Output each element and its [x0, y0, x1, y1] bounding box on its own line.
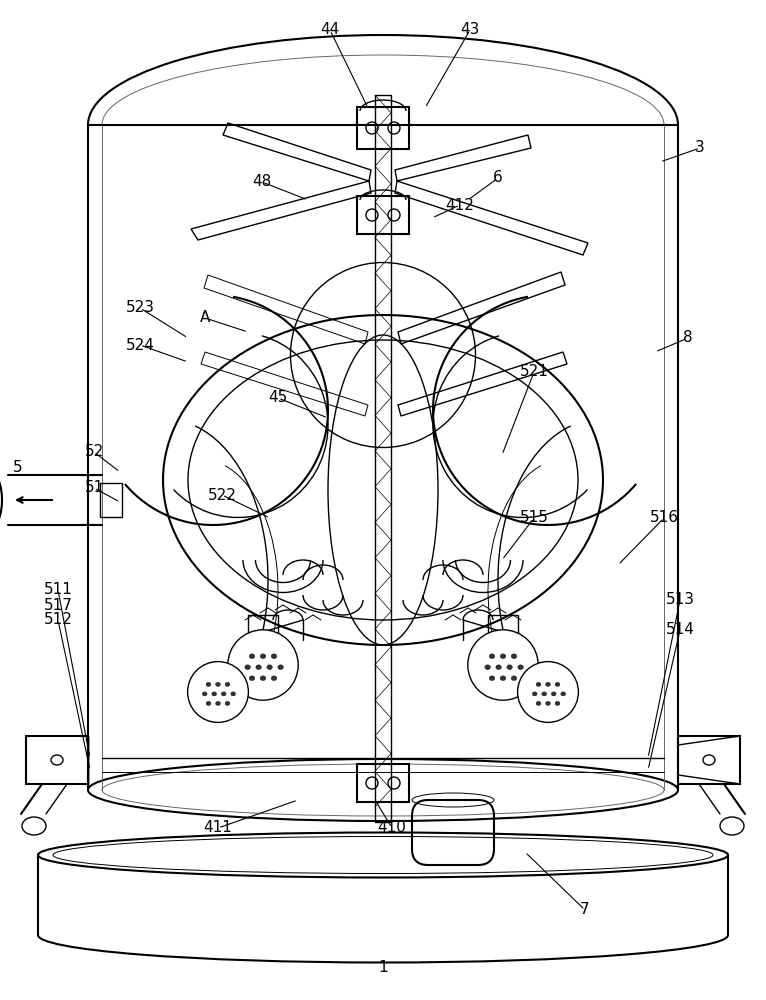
- Text: 523: 523: [126, 300, 155, 316]
- Text: 52: 52: [84, 444, 103, 460]
- Ellipse shape: [532, 692, 537, 696]
- Text: 512: 512: [44, 612, 73, 628]
- Bar: [357, 764, 409, 802]
- Text: 5: 5: [13, 460, 23, 476]
- Text: 7: 7: [580, 902, 590, 918]
- Ellipse shape: [249, 676, 255, 681]
- Ellipse shape: [489, 654, 495, 659]
- Ellipse shape: [496, 665, 502, 670]
- Text: 410: 410: [378, 820, 407, 836]
- Text: 412: 412: [446, 198, 474, 213]
- Ellipse shape: [249, 654, 255, 659]
- Text: 513: 513: [666, 592, 695, 607]
- Ellipse shape: [22, 817, 46, 835]
- Ellipse shape: [518, 665, 523, 670]
- Text: 44: 44: [320, 22, 339, 37]
- Ellipse shape: [278, 665, 283, 670]
- Ellipse shape: [518, 662, 578, 722]
- Text: 45: 45: [268, 390, 287, 406]
- Text: 516: 516: [650, 510, 679, 526]
- Ellipse shape: [489, 676, 495, 681]
- Ellipse shape: [215, 682, 221, 686]
- Ellipse shape: [511, 676, 517, 681]
- Text: 514: 514: [666, 622, 695, 638]
- Ellipse shape: [271, 676, 277, 681]
- Ellipse shape: [51, 755, 63, 765]
- Text: 6: 6: [493, 170, 502, 186]
- Text: 1: 1: [378, 960, 388, 976]
- Text: 51: 51: [84, 481, 103, 495]
- Text: 521: 521: [519, 364, 548, 379]
- Text: 515: 515: [519, 510, 548, 526]
- Ellipse shape: [215, 701, 221, 705]
- Text: 411: 411: [204, 820, 232, 836]
- Bar: [100, 483, 122, 517]
- Ellipse shape: [228, 630, 298, 700]
- Ellipse shape: [221, 692, 226, 696]
- Ellipse shape: [555, 682, 560, 686]
- Ellipse shape: [703, 755, 715, 765]
- Text: 48: 48: [252, 174, 272, 190]
- Text: 522: 522: [208, 488, 237, 502]
- Ellipse shape: [542, 692, 547, 696]
- Ellipse shape: [545, 682, 551, 686]
- Ellipse shape: [245, 665, 250, 670]
- Ellipse shape: [256, 665, 261, 670]
- Ellipse shape: [552, 692, 556, 696]
- Ellipse shape: [468, 630, 538, 700]
- Ellipse shape: [271, 654, 277, 659]
- Ellipse shape: [507, 665, 512, 670]
- Ellipse shape: [202, 692, 207, 696]
- Ellipse shape: [545, 701, 551, 705]
- Text: 511: 511: [44, 582, 73, 597]
- Bar: [248, 615, 278, 633]
- Ellipse shape: [206, 682, 211, 686]
- Ellipse shape: [212, 692, 217, 696]
- Text: 3: 3: [695, 140, 705, 155]
- Ellipse shape: [267, 665, 273, 670]
- Ellipse shape: [225, 682, 230, 686]
- Ellipse shape: [555, 701, 560, 705]
- Text: 8: 8: [683, 330, 692, 346]
- Ellipse shape: [188, 662, 248, 722]
- Ellipse shape: [206, 701, 211, 705]
- Ellipse shape: [485, 665, 490, 670]
- Ellipse shape: [225, 701, 230, 705]
- Bar: [357, 107, 409, 149]
- Bar: [26, 736, 88, 784]
- Bar: [357, 196, 409, 234]
- Bar: [375, 95, 391, 822]
- Ellipse shape: [500, 676, 506, 681]
- Text: A: A: [200, 310, 210, 326]
- Bar: [488, 615, 518, 633]
- Ellipse shape: [231, 692, 236, 696]
- Ellipse shape: [536, 701, 541, 705]
- Ellipse shape: [260, 676, 266, 681]
- Ellipse shape: [720, 817, 744, 835]
- Ellipse shape: [260, 654, 266, 659]
- Ellipse shape: [536, 682, 541, 686]
- Ellipse shape: [500, 654, 506, 659]
- Bar: [678, 736, 740, 784]
- Ellipse shape: [561, 692, 565, 696]
- Text: 517: 517: [44, 597, 73, 612]
- Ellipse shape: [511, 654, 517, 659]
- Text: 43: 43: [460, 22, 480, 37]
- Text: 524: 524: [126, 338, 155, 353]
